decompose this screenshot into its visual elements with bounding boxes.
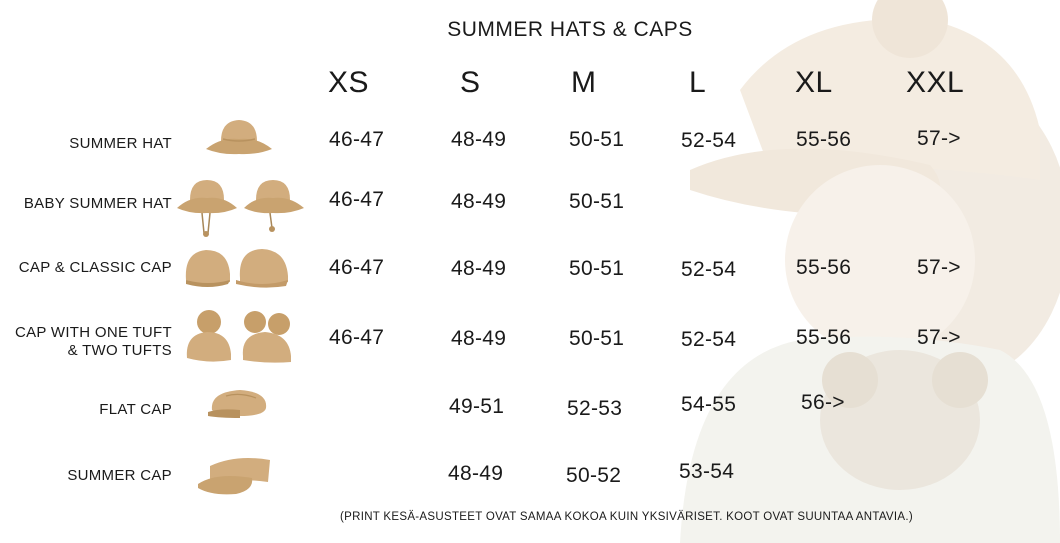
size-header-xl: XL <box>795 66 833 99</box>
visor-cap-icon <box>198 458 270 495</box>
cell-baby-hat-s: 48-49 <box>451 190 507 213</box>
cell-summer-hat-xl: 55-56 <box>796 128 852 151</box>
row-label-baby-summer-hat: BABY SUMMER HAT <box>23 195 172 212</box>
cell-summer-cap-s: 48-49 <box>448 462 504 485</box>
row-label-tuft-cap-line1: CAP WITH ONE TUFT <box>14 324 172 341</box>
cell-cap-xs: 46-47 <box>329 256 385 279</box>
row-label-tuft-cap: CAP WITH ONE TUFT & TWO TUFTS <box>15 324 172 360</box>
cell-summer-hat-l: 52-54 <box>681 129 737 152</box>
row-label-flat-cap: FLAT CAP <box>99 401 172 418</box>
size-header-m: M <box>571 66 597 99</box>
page-title: SUMMER HATS & CAPS <box>447 18 693 41</box>
cell-cap-s: 48-49 <box>451 257 507 280</box>
cap-icon <box>185 249 288 288</box>
row-label-summer-cap: SUMMER CAP <box>67 467 172 484</box>
cell-cap-xl: 55-56 <box>796 256 852 279</box>
cell-baby-hat-m: 50-51 <box>569 190 625 213</box>
row-label-tuft-cap-line2: & TWO TUFTS <box>67 342 172 359</box>
row-label-summer-hat: SUMMER HAT <box>69 135 172 152</box>
tuft-cap-icon <box>186 310 291 363</box>
cell-tuft-cap-xs: 46-47 <box>329 326 385 349</box>
cell-tuft-cap-xxl: 57-> <box>917 326 961 349</box>
footnote: (PRINT KESÄ-ASUSTEET OVAT SAMAA KOKOA KU… <box>340 511 913 523</box>
baby-summer-hat-icon <box>177 180 304 237</box>
cell-tuft-cap-l: 52-54 <box>681 328 737 351</box>
cell-flat-cap-xl: 56-> <box>801 391 845 414</box>
size-header-s: S <box>460 66 481 99</box>
size-header-xs: XS <box>328 66 370 99</box>
size-header-xxl: XXL <box>906 66 965 99</box>
cell-summer-cap-l: 53-54 <box>679 460 735 483</box>
cell-tuft-cap-m: 50-51 <box>569 327 625 350</box>
cell-flat-cap-l: 54-55 <box>681 393 737 416</box>
size-header-l: L <box>689 66 707 99</box>
cell-summer-cap-m: 50-52 <box>566 464 622 487</box>
cell-tuft-cap-xl: 55-56 <box>796 326 852 349</box>
summer-hat-icon <box>206 120 272 155</box>
cell-summer-hat-m: 50-51 <box>569 128 625 151</box>
cell-summer-hat-xs: 46-47 <box>329 128 385 151</box>
cell-cap-m: 50-51 <box>569 257 625 280</box>
flat-cap-icon <box>208 390 267 418</box>
row-label-cap: CAP & CLASSIC CAP <box>18 259 172 276</box>
cell-flat-cap-s: 49-51 <box>449 395 505 418</box>
cell-cap-xxl: 57-> <box>917 256 961 279</box>
cell-summer-hat-s: 48-49 <box>451 128 507 151</box>
cell-tuft-cap-s: 48-49 <box>451 327 507 350</box>
cell-summer-hat-xxl: 57-> <box>917 127 961 150</box>
cell-cap-l: 52-54 <box>681 258 737 281</box>
cell-baby-hat-xs: 46-47 <box>329 188 385 211</box>
cell-flat-cap-m: 52-53 <box>567 397 623 420</box>
